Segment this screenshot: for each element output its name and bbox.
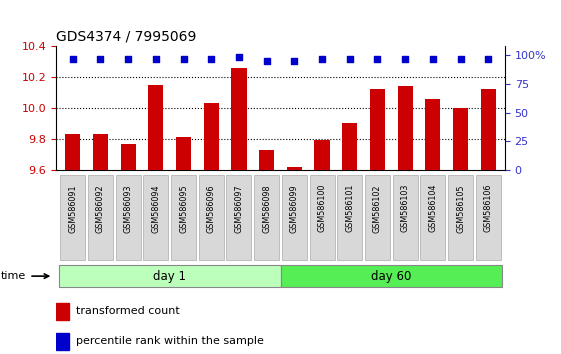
Bar: [314, 141, 330, 170]
FancyBboxPatch shape: [144, 175, 168, 260]
Bar: [481, 90, 496, 170]
Text: GSM586098: GSM586098: [262, 184, 271, 233]
Point: [318, 56, 327, 62]
Text: percentile rank within the sample: percentile rank within the sample: [76, 336, 264, 346]
Point: [456, 56, 465, 62]
Bar: [370, 90, 385, 170]
Bar: [342, 124, 357, 170]
Text: GSM586105: GSM586105: [456, 184, 465, 233]
FancyBboxPatch shape: [171, 175, 196, 260]
Point: [401, 56, 410, 62]
Text: GDS4374 / 7995069: GDS4374 / 7995069: [56, 29, 196, 44]
FancyBboxPatch shape: [227, 175, 251, 260]
FancyBboxPatch shape: [59, 265, 280, 287]
Text: GSM586100: GSM586100: [318, 184, 327, 233]
Text: GSM586101: GSM586101: [345, 184, 354, 233]
Bar: [425, 99, 440, 170]
Text: day 1: day 1: [153, 270, 186, 282]
Point: [234, 55, 243, 60]
Point: [345, 56, 354, 62]
FancyBboxPatch shape: [282, 175, 307, 260]
Text: GSM586096: GSM586096: [207, 184, 216, 233]
Text: GSM586099: GSM586099: [290, 184, 299, 233]
Bar: [56, 333, 68, 350]
Text: GSM586093: GSM586093: [123, 184, 132, 233]
Bar: [398, 86, 413, 170]
FancyBboxPatch shape: [310, 175, 334, 260]
FancyBboxPatch shape: [476, 175, 501, 260]
Point: [207, 56, 216, 62]
Bar: [204, 103, 219, 170]
FancyBboxPatch shape: [365, 175, 390, 260]
FancyBboxPatch shape: [199, 175, 224, 260]
FancyBboxPatch shape: [420, 175, 445, 260]
Text: GSM586097: GSM586097: [234, 184, 243, 233]
FancyBboxPatch shape: [337, 175, 362, 260]
Bar: [259, 150, 274, 170]
FancyBboxPatch shape: [393, 175, 417, 260]
Bar: [121, 144, 136, 170]
FancyBboxPatch shape: [448, 175, 473, 260]
Point: [290, 58, 299, 64]
Point: [123, 56, 132, 62]
Text: GSM586091: GSM586091: [68, 184, 77, 233]
Text: GSM586102: GSM586102: [373, 184, 382, 233]
Bar: [231, 68, 247, 170]
Point: [484, 56, 493, 62]
Point: [179, 56, 188, 62]
Point: [151, 56, 160, 62]
FancyBboxPatch shape: [280, 265, 502, 287]
FancyBboxPatch shape: [254, 175, 279, 260]
FancyBboxPatch shape: [88, 175, 113, 260]
FancyBboxPatch shape: [116, 175, 141, 260]
Point: [68, 56, 77, 62]
Bar: [287, 167, 302, 170]
Bar: [148, 85, 163, 170]
FancyBboxPatch shape: [60, 175, 85, 260]
Text: time: time: [1, 271, 49, 281]
Text: GSM586104: GSM586104: [429, 184, 438, 233]
Point: [373, 56, 382, 62]
Point: [429, 56, 438, 62]
Text: transformed count: transformed count: [76, 306, 180, 316]
Bar: [176, 137, 191, 170]
Point: [96, 56, 105, 62]
Point: [262, 58, 271, 64]
Text: day 60: day 60: [371, 270, 412, 282]
Text: GSM586103: GSM586103: [401, 184, 410, 233]
Text: GSM586095: GSM586095: [179, 184, 188, 233]
Bar: [453, 108, 468, 170]
Text: GSM586092: GSM586092: [96, 184, 105, 233]
Bar: [65, 134, 80, 170]
Text: GSM586106: GSM586106: [484, 184, 493, 233]
Bar: [93, 134, 108, 170]
Bar: [56, 303, 68, 320]
Text: GSM586094: GSM586094: [151, 184, 160, 233]
